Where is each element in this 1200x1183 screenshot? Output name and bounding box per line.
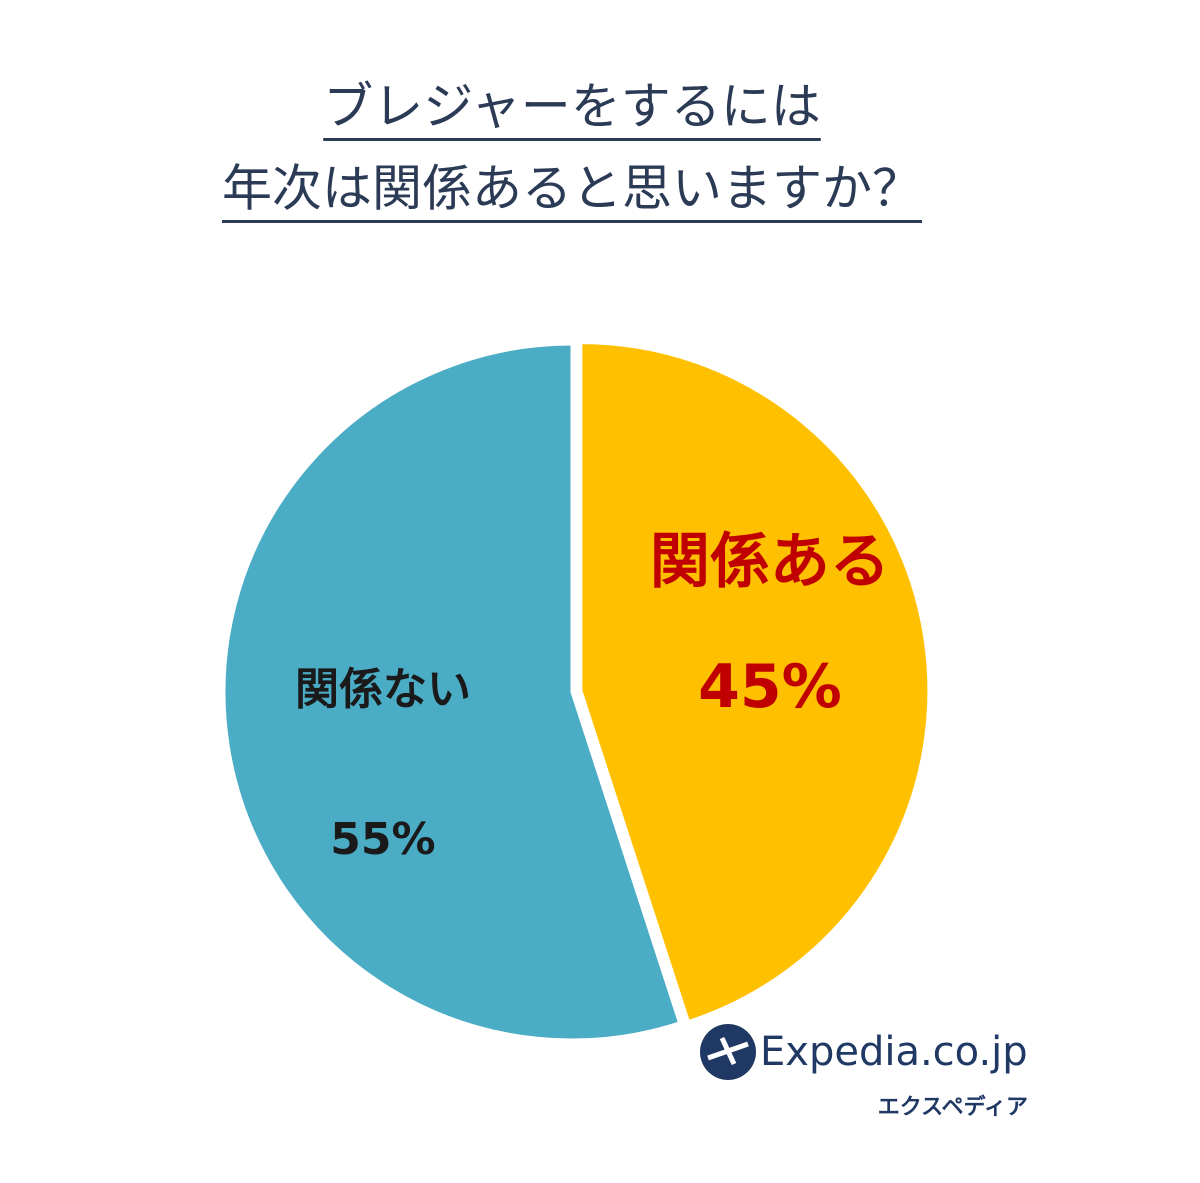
- chart-title: ブレジャーをするには: [323, 78, 821, 136]
- slice-label: 関係ない: [295, 664, 471, 715]
- pie-slice: [579, 341, 931, 1024]
- value-label: 55%: [330, 814, 435, 865]
- value-label: 45%: [698, 652, 842, 722]
- chart-title: 年次は関係あると思いますか？: [222, 160, 922, 218]
- slice-label: 関係ある: [650, 527, 890, 597]
- logo-subtitle: エクスペディア: [878, 1094, 1028, 1120]
- logo-name: Expedia.co.jp: [760, 1029, 1028, 1075]
- pie-slice: [222, 342, 682, 1042]
- logo: Expedia.co.jp エクスペディア: [700, 1024, 1028, 1120]
- logo-plane: [707, 1036, 749, 1066]
